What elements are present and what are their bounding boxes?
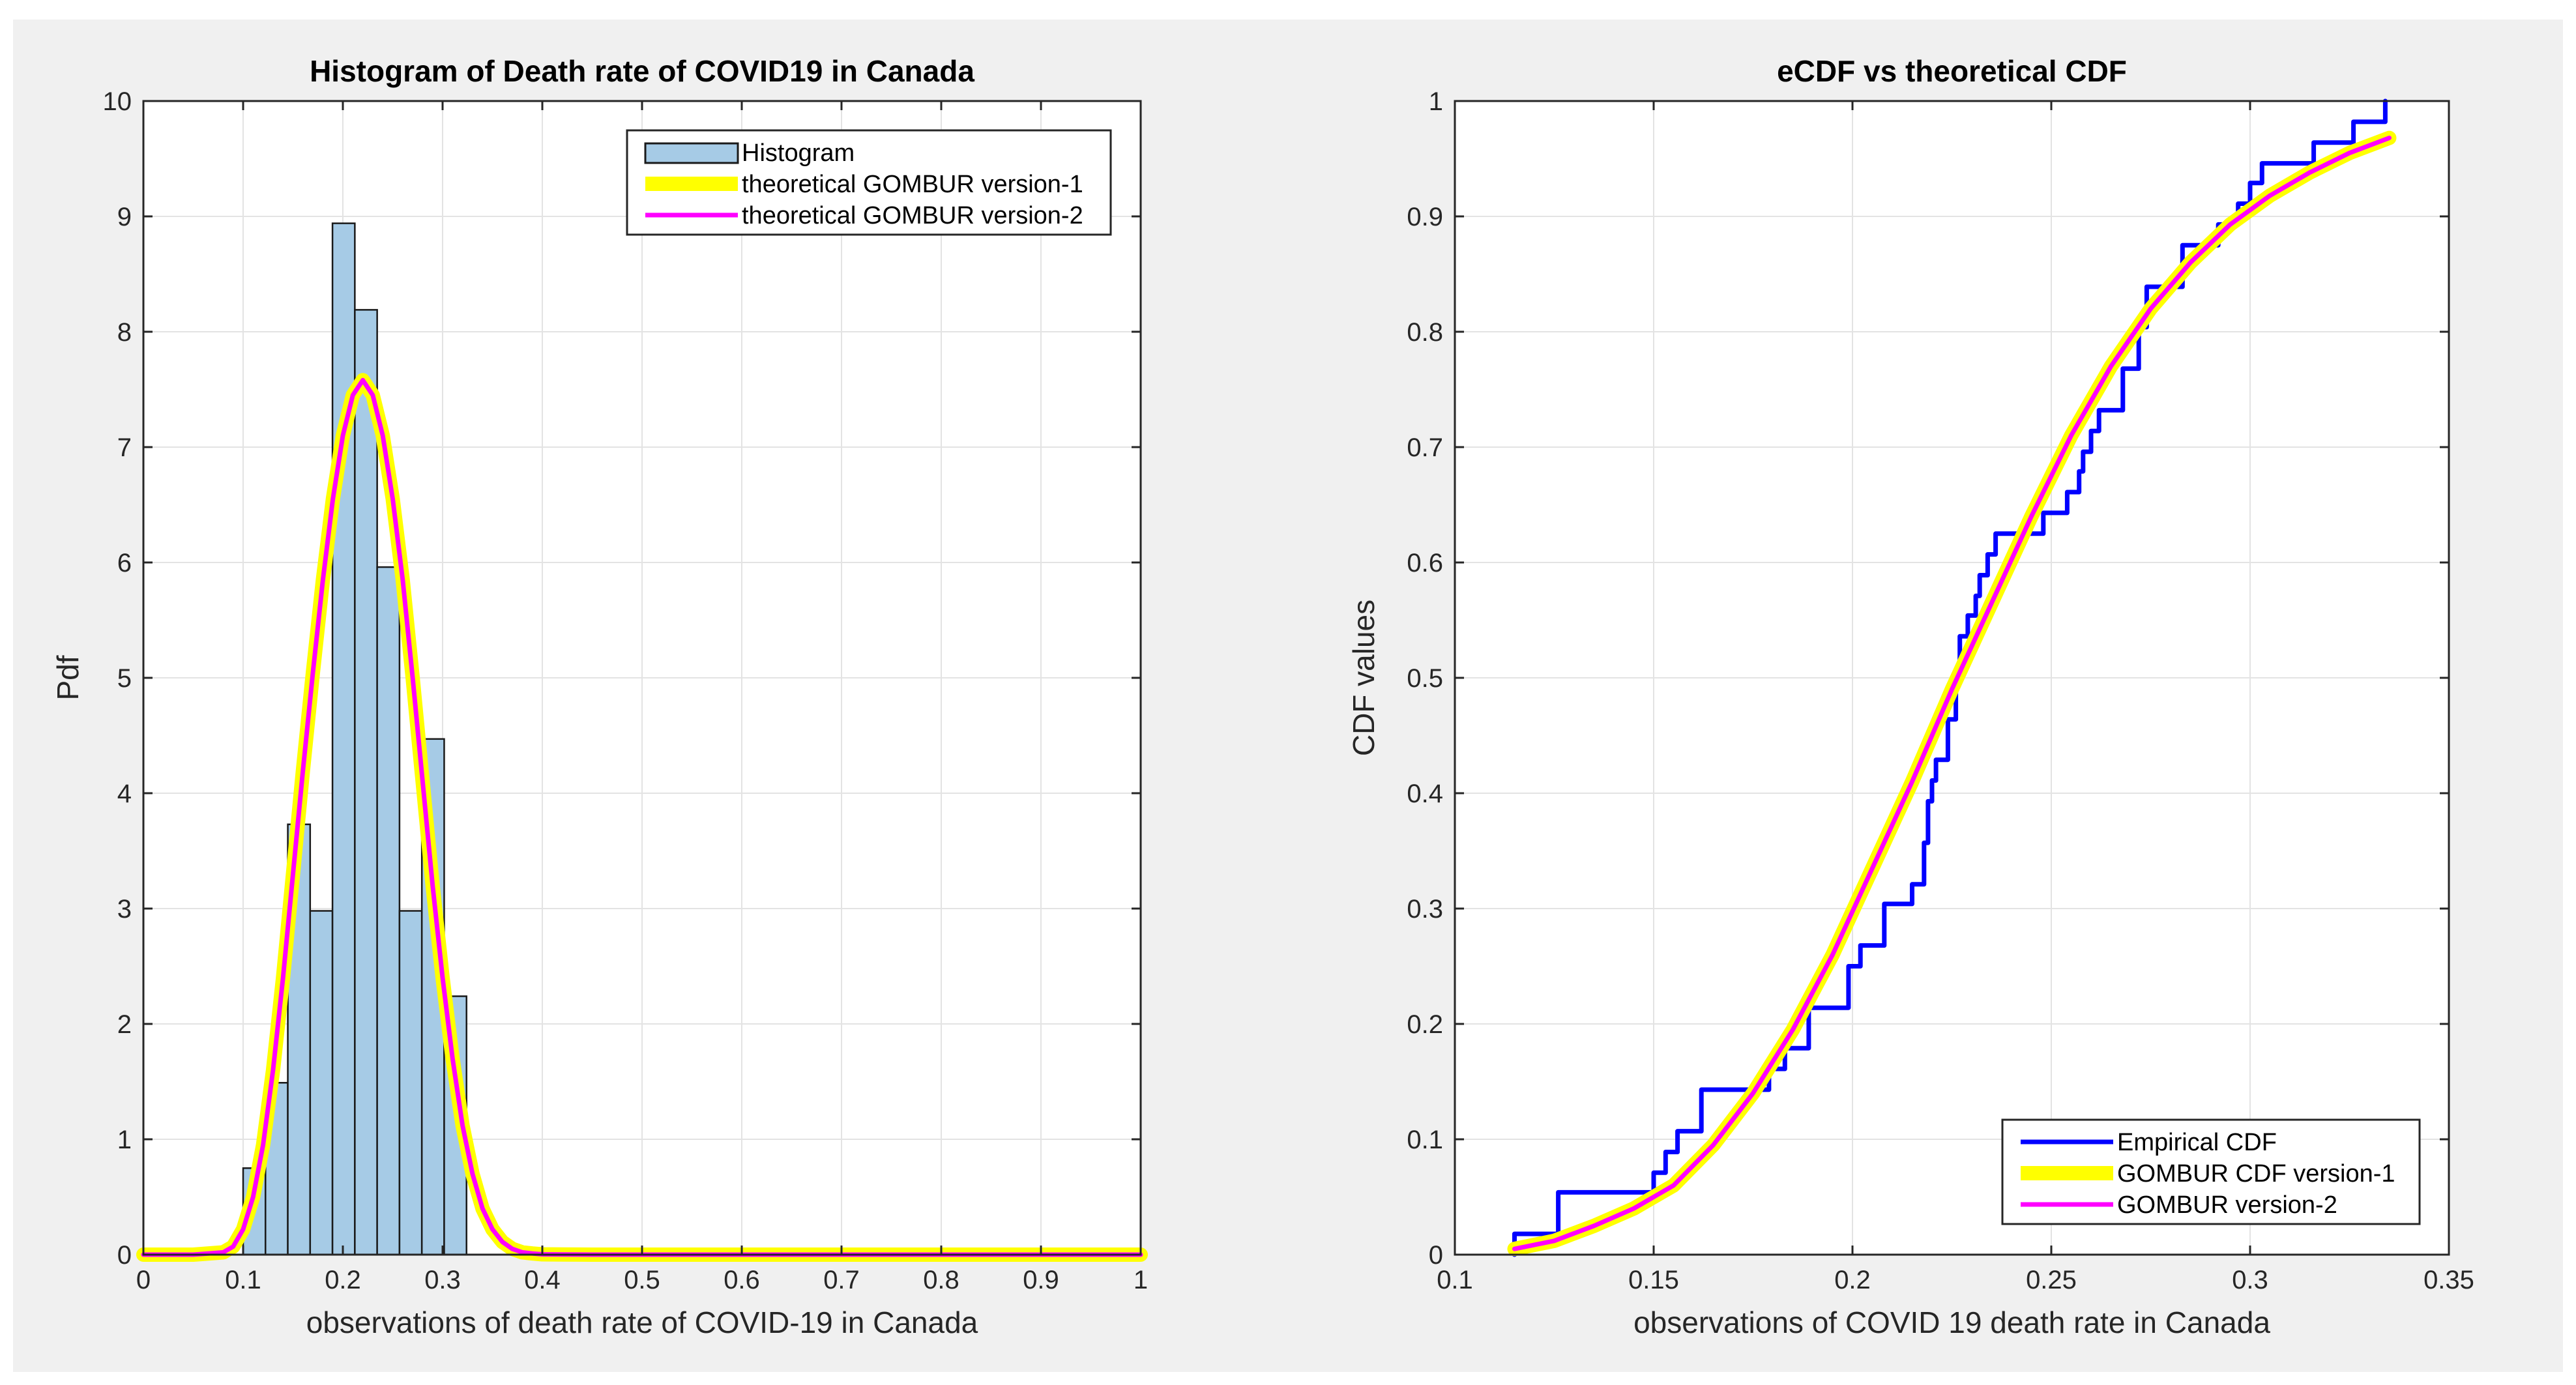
x-tick-label: 0.1 (1437, 1266, 1473, 1294)
histogram-bars (242, 222, 467, 1256)
y-tick-label: 0.4 (1407, 780, 1443, 808)
legend-entry-gombur-version-2: theoretical GOMBUR version-2 (742, 202, 1083, 229)
legend-entry-gombur-version-2: GOMBUR version-2 (2117, 1191, 2337, 1219)
y-tick-label: 0.5 (1407, 664, 1443, 693)
y-tick-label: 9 (117, 203, 132, 231)
x-tick-label: 0.7 (823, 1266, 860, 1294)
y-tick-label: 4 (117, 780, 132, 808)
histogram-chart: 0 0.1 0.2 0.3 0.4 0.5 0.6 0.7 0.8 0.9 101234567891… (51, 54, 1148, 1339)
histogram-bar (331, 222, 356, 1256)
y-tick-label: 0.9 (1407, 203, 1443, 231)
x-tick-label: 0.9 (1023, 1266, 1059, 1294)
histogram-x-axis-label: observations of death rate of COVID-19 i… (306, 1305, 978, 1339)
cdf-x-axis-label: observations of COVID 19 death rate in C… (1633, 1305, 2270, 1339)
y-tick-label: 0.2 (1407, 1010, 1443, 1039)
x-tick-label: 0.4 (524, 1266, 561, 1294)
y-tick-label: 3 (117, 895, 132, 924)
y-tick-label: 7 (117, 433, 132, 462)
y-tick-label: 6 (117, 549, 132, 577)
x-tick-label: 0 (136, 1266, 151, 1294)
y-tick-label: 2 (117, 1010, 132, 1039)
histogram-bar (398, 910, 423, 1256)
x-tick-label: 0.3 (2232, 1266, 2268, 1294)
histogram-grid (143, 101, 1141, 1255)
series-line-empirical-cdf (1512, 98, 2388, 1257)
x-tick-label: 0.8 (923, 1266, 959, 1294)
x-tick-label: 0.1 (225, 1266, 261, 1294)
cdf-lines (1507, 98, 2397, 1257)
y-tick-label: 1 (117, 1126, 132, 1154)
histogram-bar (309, 910, 334, 1256)
x-tick-label: 0.25 (2026, 1266, 2077, 1294)
y-tick-label: 0.7 (1407, 433, 1443, 462)
x-tick-label: 0.2 (1834, 1266, 1871, 1294)
histogram-title: Histogram of Death rate of COVID19 in Ca… (310, 54, 974, 88)
y-tick-label: 0.6 (1407, 549, 1443, 577)
x-tick-label: 0.6 (724, 1266, 760, 1294)
x-tick-label: 1 (1134, 1266, 1148, 1294)
x-tick-label: 0.15 (1628, 1266, 1679, 1294)
legend-entry-gombur-cdf-version-1: GOMBUR CDF version-1 (2117, 1160, 2395, 1188)
legend-entry-empirical-cdf: Empirical CDF (2117, 1129, 2277, 1156)
histogram-bar (354, 309, 378, 1256)
legend-entry-gombur-version-1: theoretical GOMBUR version-1 (742, 171, 1083, 198)
series-line-gombur-version-2 (1512, 136, 2392, 1251)
cdf-grid (1455, 101, 2449, 1255)
y-tick-label: 5 (117, 664, 132, 693)
y-tick-label: 0 (117, 1241, 132, 1270)
histogram-bar (376, 566, 401, 1256)
x-tick-label: 0.35 (2423, 1266, 2474, 1294)
y-tick-label: 8 (117, 318, 132, 347)
y-tick-label: 1 (1429, 87, 1443, 116)
x-tick-label: 0.3 (424, 1266, 461, 1294)
y-tick-label: 0 (1429, 1241, 1443, 1270)
x-tick-label: 0.5 (624, 1266, 660, 1294)
cdf-chart: 0.1 0.15 0.2 0.25 0.3 0.3500.10.20.30.40.50.6… (1347, 54, 2474, 1339)
y-tick-label: 0.1 (1407, 1126, 1443, 1154)
histogram-ticks: 0 0.1 0.2 0.3 0.4 0.5 0.6 0.7 0.8 0.9 101234567891… (103, 87, 1149, 1294)
y-tick-label: 10 (103, 87, 132, 116)
y-tick-label: 0.8 (1407, 318, 1443, 347)
x-tick-label: 0.2 (325, 1266, 361, 1294)
cdf-ticks: 0.1 0.15 0.2 0.25 0.3 0.3500.10.20.30.40.50.6… (1407, 87, 2474, 1294)
y-tick-label: 0.3 (1407, 895, 1443, 924)
legend-swatch-histogram (644, 142, 739, 164)
cdf-legend: Empirical CDF GOMBUR CDF version-1 GOMBU… (2001, 1118, 2421, 1225)
legend-entry-histogram: Histogram (742, 139, 855, 167)
histogram-y-axis-label: Pdf (51, 655, 85, 700)
cdf-title: eCDF vs theoretical CDF (1777, 54, 2127, 88)
cdf-y-axis-label: CDF values (1347, 600, 1381, 756)
histogram-legend: Histogram theoretical GOMBUR version-1 t… (626, 129, 1112, 236)
